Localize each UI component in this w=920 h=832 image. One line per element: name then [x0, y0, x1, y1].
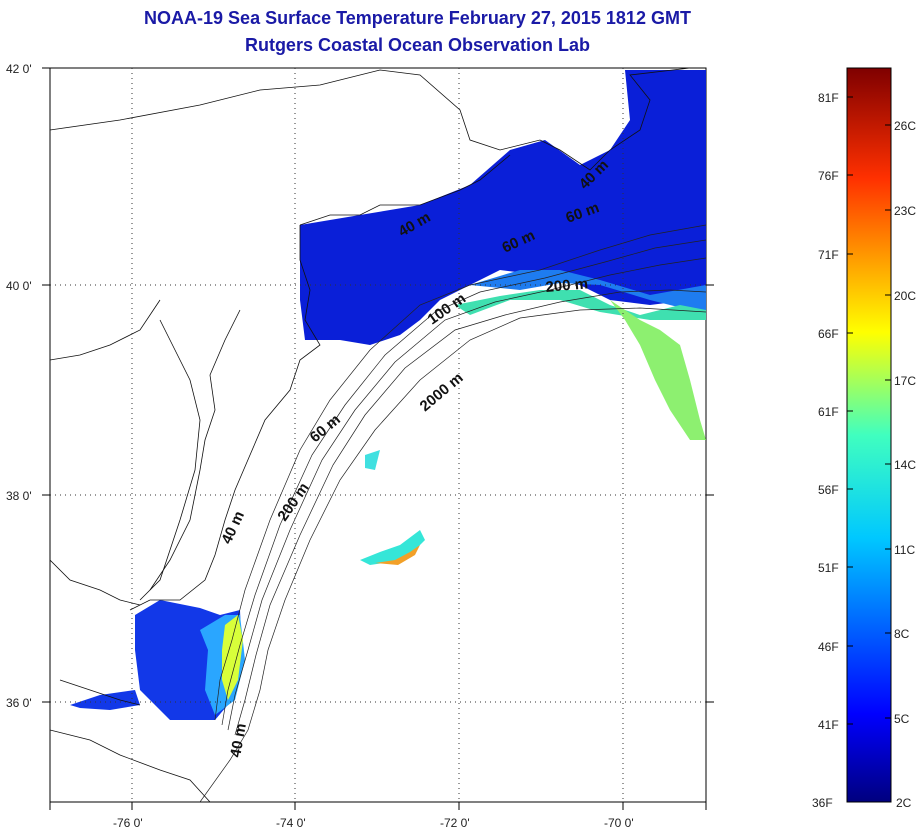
map-title: NOAA-19 Sea Surface Temperature February… [144, 8, 691, 28]
colorbar [846, 67, 892, 803]
map-frame-ticks [42, 67, 714, 810]
colorbar-f-label: 81F [818, 91, 839, 105]
lat-tick-label: 38 0' [6, 489, 32, 503]
colorbar-f-label: 41F [818, 718, 839, 732]
lat-tick-label: 36 0' [6, 696, 32, 710]
lat-tick-label: 40 0' [6, 279, 32, 293]
colorbar-c-label: 2C [896, 796, 912, 810]
colorbar-f-label: 66F [818, 327, 839, 341]
colorbar-c-label: 26C [894, 119, 916, 133]
colorbar-c-label: 20C [894, 289, 916, 303]
colorbar-f-label: 46F [818, 640, 839, 654]
colorbar-c-label: 23C [894, 204, 916, 218]
colorbar-ticks [847, 96, 891, 725]
colorbar-f-label: 61F [818, 405, 839, 419]
colorbar-f-label: 71F [818, 248, 839, 262]
lon-tick-label: -76 0' [113, 816, 143, 830]
colorbar-c-label: 8C [894, 627, 910, 641]
colorbar-f-label: 51F [818, 561, 839, 575]
map-subtitle: Rutgers Coastal Ocean Observation Lab [244, 35, 591, 55]
lon-tick-label: -74 0' [276, 816, 306, 830]
colorbar-f-label: 56F [818, 483, 839, 497]
colorbar-f-label: 36F [812, 796, 833, 810]
isobaths [199, 224, 706, 802]
colorbar-c-label: 11C [894, 543, 915, 557]
isobath-label: 200 m [545, 275, 589, 296]
isobath-label: 40 m [227, 722, 250, 759]
colorbar-c-label: 5C [894, 712, 910, 726]
coastline [50, 68, 691, 802]
lon-tick-label: -70 0' [604, 816, 634, 830]
colorbar-f-label: 76F [818, 169, 839, 183]
colorbar-c-label: 17C [894, 374, 916, 388]
lon-tick-label: -72 0' [440, 816, 470, 830]
colorbar-c-label: 14C [894, 458, 916, 472]
lat-tick-label: 42 0' [6, 62, 32, 76]
